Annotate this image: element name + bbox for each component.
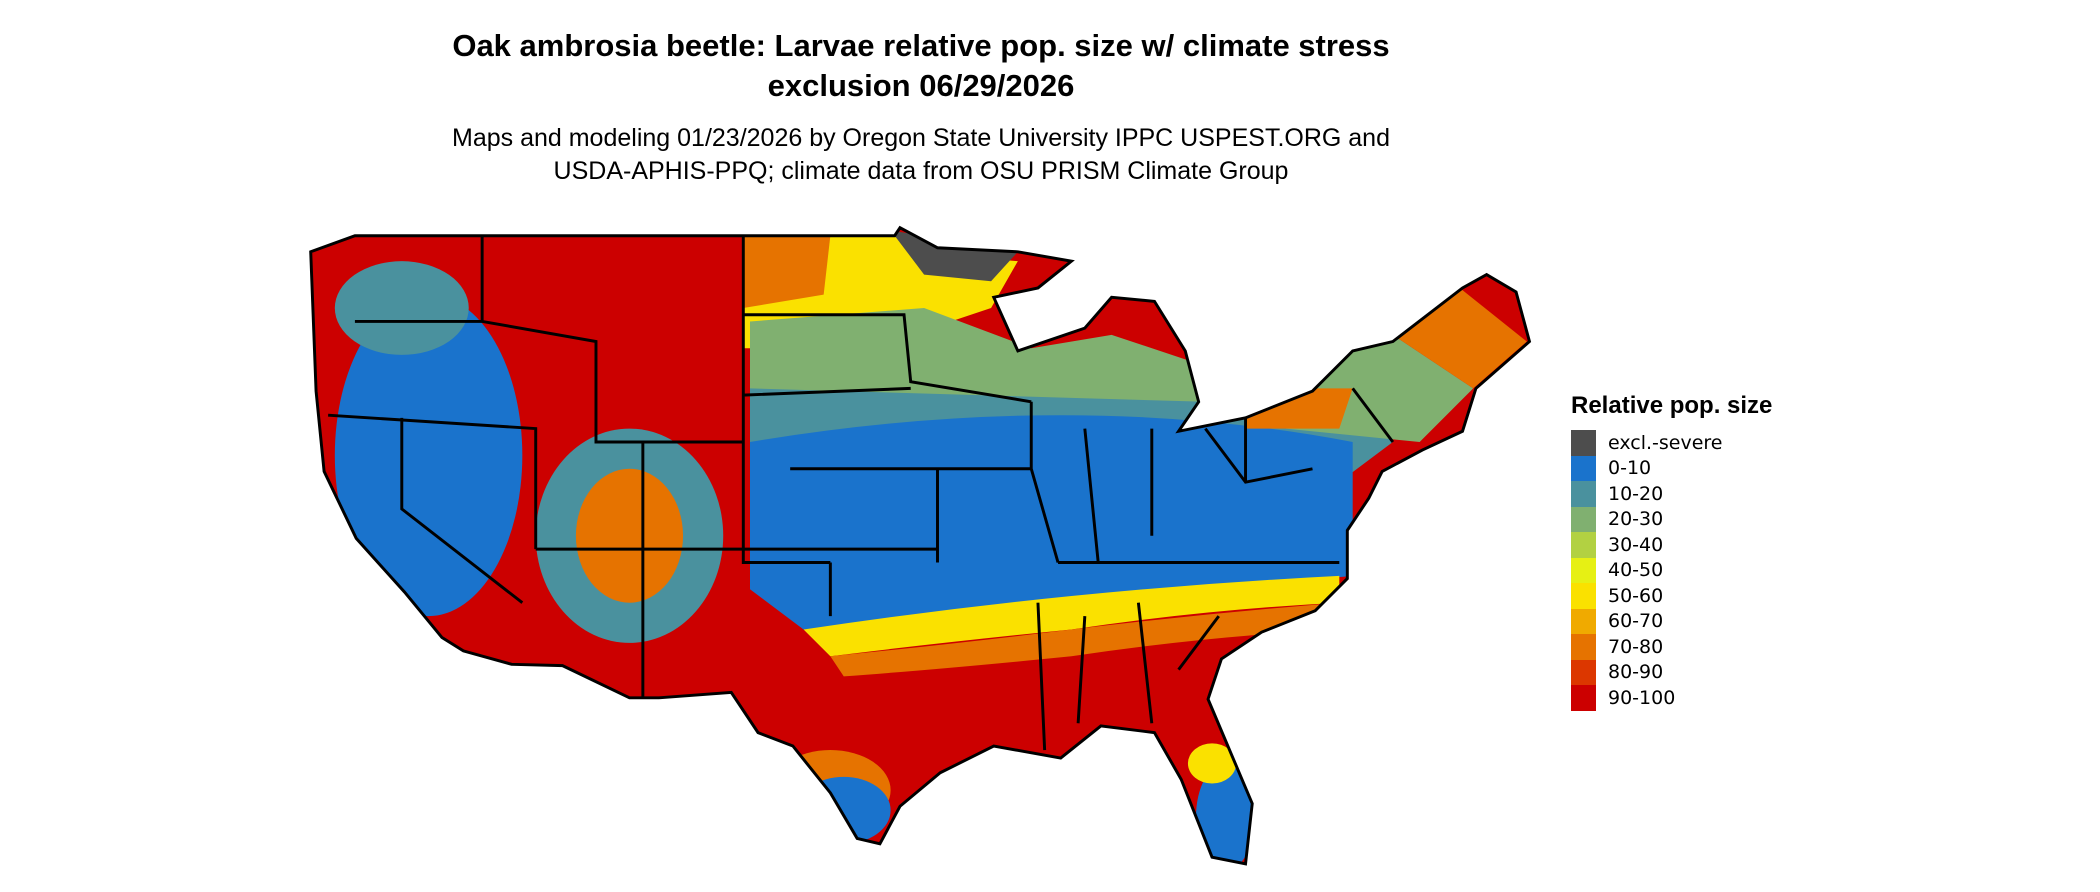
legend-swatch xyxy=(1571,634,1596,660)
legend-swatch xyxy=(1571,659,1596,685)
legend-swatch xyxy=(1571,685,1596,711)
map-subtitle: Maps and modeling 01/23/2026 by Oregon S… xyxy=(0,122,1842,188)
legend-label: 10-20 xyxy=(1608,482,1664,505)
legend-label: 90-100 xyxy=(1608,686,1676,709)
legend-swatch xyxy=(1571,583,1596,609)
legend-item: 60-70 xyxy=(1571,608,1772,634)
legend-label: 50-60 xyxy=(1608,584,1664,607)
legend-item: 40-50 xyxy=(1571,557,1772,583)
legend-item: 90-100 xyxy=(1571,685,1772,711)
legend-label: 0-10 xyxy=(1608,457,1652,480)
legend-label: 20-30 xyxy=(1608,508,1664,531)
legend-item: 20-30 xyxy=(1571,506,1772,532)
legend-swatch xyxy=(1571,430,1596,456)
legend-swatch xyxy=(1571,532,1596,558)
legend-swatch xyxy=(1571,557,1596,583)
legend-swatch xyxy=(1571,506,1596,532)
legend-swatch xyxy=(1571,455,1596,481)
legend-label: 70-80 xyxy=(1608,635,1664,658)
legend-item: 10-20 xyxy=(1571,481,1772,507)
legend-items: excl.-severe 0-10 10-20 20-30 30-40 40-50 50-6… xyxy=(1571,430,1772,711)
legend-label: 40-50 xyxy=(1608,559,1664,582)
title-line-2: exclusion 06/29/2026 xyxy=(767,68,1075,103)
legend-label: excl.-severe xyxy=(1608,431,1723,454)
title-line-1: Oak ambrosia beetle: Larvae relative pop… xyxy=(452,28,1390,63)
state-borders xyxy=(309,226,1531,866)
legend-item: 30-40 xyxy=(1571,532,1772,558)
subtitle-line-2: USDA-APHIS-PPQ; climate data from OSU PR… xyxy=(553,157,1289,185)
legend-swatch xyxy=(1571,608,1596,634)
legend-label: 80-90 xyxy=(1608,661,1664,684)
legend: Relative pop. size excl.-severe 0-10 10-20… xyxy=(1571,392,1772,711)
legend-item: 80-90 xyxy=(1571,659,1772,685)
legend-label: 60-70 xyxy=(1608,610,1664,633)
legend-item: 0-10 xyxy=(1571,455,1772,481)
legend-label: 30-40 xyxy=(1608,533,1664,556)
legend-item: 50-60 xyxy=(1571,583,1772,609)
legend-item: excl.-severe xyxy=(1571,430,1772,456)
legend-item: 70-80 xyxy=(1571,634,1772,660)
subtitle-line-1: Maps and modeling 01/23/2026 by Oregon S… xyxy=(452,124,1390,152)
legend-swatch xyxy=(1571,481,1596,507)
map-title: Oak ambrosia beetle: Larvae relative pop… xyxy=(0,26,1842,106)
legend-title: Relative pop. size xyxy=(1571,392,1773,419)
